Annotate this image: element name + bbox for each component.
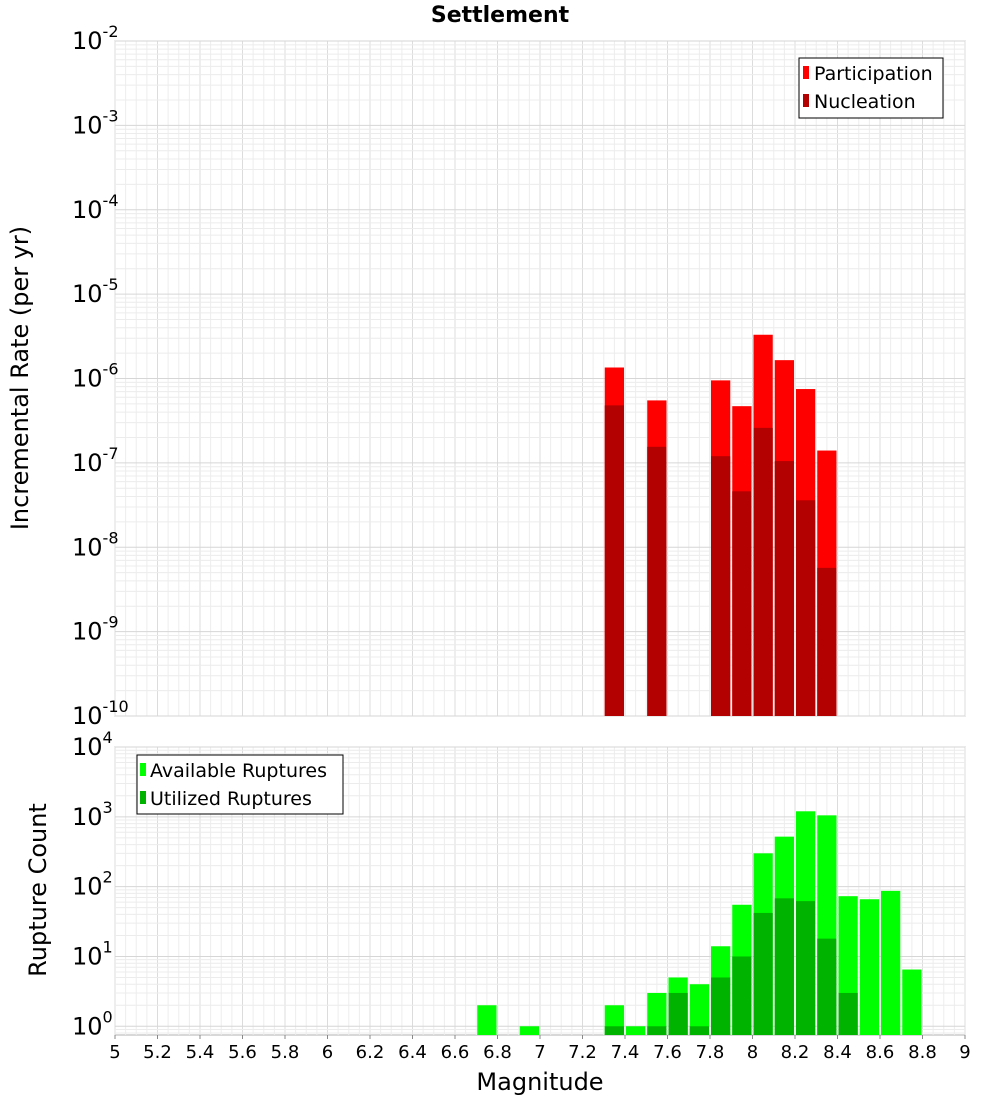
x-tick-label: 7.4 — [611, 1042, 640, 1063]
top-y-tick-label: 10-6 — [72, 360, 119, 393]
bottom-bar-available-ruptures — [902, 969, 922, 1035]
top-y-tick-label: 10-9 — [72, 613, 119, 646]
x-tick-label: 8 — [747, 1042, 758, 1063]
x-tick-label: 5 — [109, 1042, 120, 1063]
legend-nucleation-label: Nucleation — [814, 91, 916, 113]
bottom-y-tick-label: 102 — [72, 868, 113, 901]
bottom-y-tick-label: 101 — [72, 937, 113, 970]
bottom-bar-available-ruptures — [881, 890, 901, 1035]
top-y-tick-label: 10-5 — [72, 275, 119, 308]
x-tick-label: 5.4 — [186, 1042, 215, 1063]
x-tick-label: 6.8 — [483, 1042, 512, 1063]
bottom-bar-utilized-ruptures — [753, 912, 773, 1035]
bottom-y-axis-label: Rupture Count — [24, 803, 52, 977]
bottom-bar-utilized-ruptures — [796, 901, 816, 1035]
top-bar-nucleation — [774, 461, 794, 716]
x-tick-label: 5.6 — [228, 1042, 257, 1063]
bottom-bar-available-ruptures — [477, 1005, 497, 1035]
bottom-bar-available-ruptures — [859, 899, 879, 1035]
bottom-legend: Available Ruptures Utilized Ruptures — [136, 754, 344, 815]
x-tick-label: 8.6 — [866, 1042, 895, 1063]
bottom-bar-utilized-ruptures — [732, 956, 752, 1035]
x-tick-label: 8.4 — [823, 1042, 852, 1063]
top-legend-box — [798, 57, 944, 119]
top-y-ticks: 10-10 10-9 10-8 10-7 10-6 10-5 10-4 10-3 10-2 — [72, 22, 129, 730]
x-tick-label: 8.8 — [908, 1042, 937, 1063]
top-bar-nucleation — [732, 491, 752, 716]
bottom-y-tick-label: 100 — [72, 1007, 113, 1040]
legend-available-label: Available Ruptures — [150, 760, 327, 782]
legend-participation-label: Participation — [814, 63, 933, 85]
bottom-bar-available-ruptures — [647, 992, 667, 1035]
top-bar-nucleation — [817, 567, 837, 716]
top-y-tick-label: 10-8 — [72, 528, 119, 561]
x-tick-label: 7.6 — [653, 1042, 682, 1063]
bottom-bar-utilized-ruptures — [817, 938, 837, 1035]
x-axis-label: Magnitude — [476, 1068, 603, 1096]
x-tick-label: 5.2 — [143, 1042, 172, 1063]
top-y-tick-label: 10-3 — [72, 106, 119, 139]
top-plot-panel: 10-10 10-9 10-8 10-7 10-6 10-5 10-4 10-3 10-2 Pa… — [72, 22, 966, 730]
bottom-bar-utilized-ruptures — [668, 992, 688, 1035]
top-y-tick-label: 10-4 — [72, 191, 119, 224]
top-bar-nucleation — [604, 405, 624, 716]
top-bar-nucleation — [753, 427, 773, 716]
top-bars — [604, 334, 837, 716]
bottom-bar-utilized-ruptures — [604, 1026, 624, 1035]
bottom-plot-panel: 100 101 102 103 104 5 5.2 5.4 5.6 5.8 6 6.2 6.4 6.6 6… — [72, 728, 971, 1063]
legend-nucleation-swatch — [803, 94, 809, 107]
x-tick-label: 8.2 — [781, 1042, 810, 1063]
top-y-tick-label: 10-2 — [72, 22, 119, 55]
bottom-bar-utilized-ruptures — [647, 1026, 667, 1035]
x-tick-label: 5.8 — [271, 1042, 300, 1063]
x-tick-label: 6 — [322, 1042, 333, 1063]
top-legend: Participation Nucleation — [798, 57, 944, 119]
bottom-y-tick-label: 103 — [72, 798, 113, 831]
bottom-bar-available-ruptures — [519, 1026, 539, 1035]
top-bar-nucleation — [796, 500, 816, 716]
bottom-bar-utilized-ruptures — [774, 898, 794, 1035]
x-tick-label: 6.2 — [356, 1042, 385, 1063]
x-ticks: 5 5.2 5.4 5.6 5.8 6 6.2 6.4 6.6 6.8 7 7.2 7.4 7.6 7.8 8… — [109, 1035, 971, 1063]
x-tick-label: 6.6 — [441, 1042, 470, 1063]
x-tick-label: 7.2 — [568, 1042, 597, 1063]
bottom-bars — [477, 811, 922, 1035]
bottom-y-tick-label: 104 — [72, 728, 113, 761]
x-tick-label: 7 — [534, 1042, 545, 1063]
legend-participation-swatch — [803, 66, 809, 79]
top-bar-nucleation — [711, 456, 731, 716]
legend-available-swatch — [140, 763, 146, 776]
bottom-bar-utilized-ruptures — [838, 992, 858, 1035]
x-tick-label: 7.8 — [696, 1042, 725, 1063]
legend-utilized-swatch — [140, 791, 146, 804]
bottom-bar-utilized-ruptures — [711, 977, 731, 1035]
bottom-y-ticks: 100 101 102 103 104 — [72, 728, 113, 1040]
x-tick-label: 9 — [959, 1042, 970, 1063]
bottom-bar-utilized-ruptures — [689, 1026, 709, 1035]
x-tick-label: 6.4 — [398, 1042, 427, 1063]
chart-title: Settlement — [431, 3, 570, 28]
bottom-bar-available-ruptures — [689, 984, 709, 1035]
bottom-bar-available-ruptures — [626, 1026, 646, 1035]
top-y-axis-label: Incremental Rate (per yr) — [6, 226, 34, 530]
top-y-tick-label: 10-10 — [72, 697, 129, 730]
legend-utilized-label: Utilized Ruptures — [150, 788, 312, 810]
top-y-tick-label: 10-7 — [72, 444, 119, 477]
bottom-legend-box — [136, 754, 344, 815]
top-gridlines — [114, 40, 966, 717]
top-bar-nucleation — [647, 446, 667, 716]
